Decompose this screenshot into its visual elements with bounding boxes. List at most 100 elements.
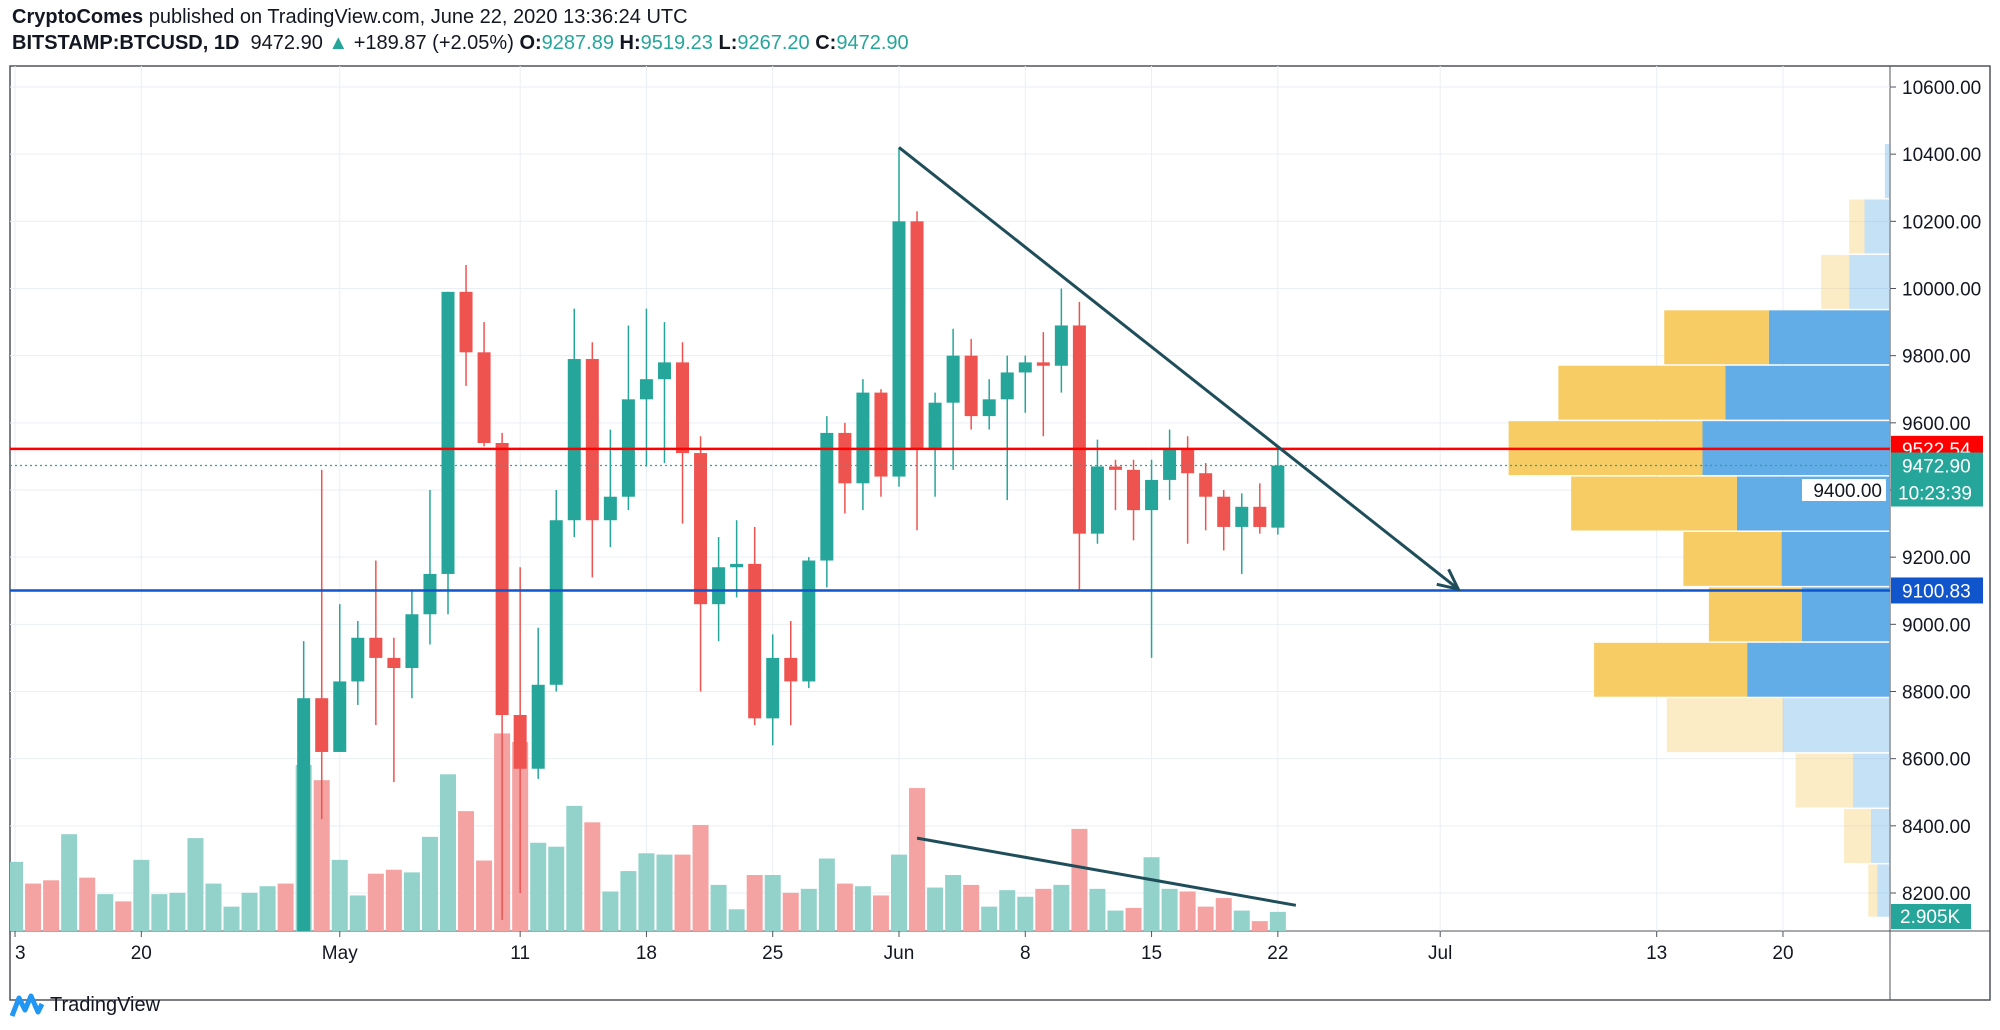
volume-bar xyxy=(349,895,366,931)
symbol[interactable]: BITSTAMP:BTCUSD, 1D xyxy=(12,32,240,54)
volume-bar xyxy=(927,887,944,931)
volume-bar xyxy=(746,875,763,931)
close-label: C: xyxy=(815,32,837,54)
candle-body xyxy=(315,698,329,752)
volume-bar xyxy=(259,886,276,931)
candle-body xyxy=(351,637,365,682)
time-tick-label: 22 xyxy=(1267,943,1288,964)
candle-body xyxy=(784,657,798,682)
publish-info: CryptoComes published on TradingView.com… xyxy=(12,6,688,29)
candle-body xyxy=(1036,362,1050,366)
price-tick-label: 9400.00 xyxy=(1813,481,1882,502)
last-volume-badge xyxy=(1891,904,1971,929)
volume-bar xyxy=(97,894,114,931)
volume-bar xyxy=(999,890,1016,931)
time-tick-label: 25 xyxy=(762,943,783,964)
candle-body xyxy=(1271,465,1285,528)
volume-bar xyxy=(945,875,962,931)
volume-profile-up-bar xyxy=(1877,864,1890,917)
plot-pane[interactable] xyxy=(7,144,1890,1030)
price-change: +189.87 (+2.05%) xyxy=(353,32,514,54)
candle-body xyxy=(856,392,870,484)
time-tick-label: Jun xyxy=(884,943,915,964)
volume-bar xyxy=(133,859,150,931)
volume-bar xyxy=(1035,888,1052,931)
close-value: 9472.90 xyxy=(836,32,909,54)
volume-bar xyxy=(782,892,799,931)
volume-profile-up-bar xyxy=(1781,531,1890,586)
volume-profile-up-bar xyxy=(1870,809,1890,863)
support-price-label: 9100.83 xyxy=(1902,581,1971,602)
volume-bar xyxy=(187,838,204,931)
volume-bar xyxy=(818,858,835,931)
volume-bar xyxy=(277,883,294,931)
volume-profile-down-bar xyxy=(1664,310,1769,365)
candle-body xyxy=(549,520,563,685)
candle-body xyxy=(513,715,527,769)
volume-bar xyxy=(530,842,547,931)
time-tick-label: 13 xyxy=(1646,943,1667,964)
volume-profile-down-bar xyxy=(1849,199,1865,254)
volume-bar xyxy=(205,883,222,931)
candle-body xyxy=(676,362,690,454)
last-price: 9472.90 xyxy=(250,32,323,54)
volume-profile-down-bar xyxy=(1594,642,1748,697)
volume-bar xyxy=(548,846,565,931)
chart-frame xyxy=(9,65,1991,1001)
volume-profile-up-bar xyxy=(1801,587,1890,642)
support-price-badge xyxy=(1891,577,1983,604)
high-value: 9519.23 xyxy=(640,32,713,54)
volume-bar xyxy=(1143,857,1160,931)
low-value: 9267.20 xyxy=(737,32,810,54)
candle-body xyxy=(820,432,834,561)
time-tick-label: 8 xyxy=(1020,943,1031,964)
volume-profile-down-bar xyxy=(1683,531,1782,586)
volume-bar xyxy=(421,836,438,931)
volume-bar xyxy=(151,894,168,931)
tradingview-logo[interactable]: TradingView xyxy=(10,992,160,1018)
volume-bar xyxy=(566,805,583,931)
price-tick-label: 9800.00 xyxy=(1902,347,1971,368)
volume-profile-up-bar xyxy=(1849,254,1890,309)
volume-bar xyxy=(602,891,619,931)
candle-body xyxy=(892,221,906,477)
volume-bar xyxy=(909,788,926,931)
price-tick-label: 8600.00 xyxy=(1902,750,1971,771)
last-price-label: 9472.90 xyxy=(1902,457,1971,478)
author[interactable]: CryptoComes xyxy=(12,6,144,28)
volume-bar xyxy=(1215,898,1232,931)
time-tick-label: 15 xyxy=(1141,943,1162,964)
up-triangle-icon: ▲ xyxy=(328,32,349,54)
volume-bar xyxy=(710,884,727,931)
time-tick-label: 18 xyxy=(636,943,657,964)
candle-body xyxy=(1253,506,1267,527)
logo-text: TradingView xyxy=(50,993,161,1016)
open-value: 9287.89 xyxy=(541,32,614,54)
legend-ohlc: BITSTAMP:BTCUSD, 1D 9472.90 ▲ +189.87 (+… xyxy=(12,32,909,55)
volume-bar xyxy=(10,861,24,931)
volume-bar xyxy=(891,854,907,931)
candle-body xyxy=(531,684,545,769)
volume-profile-down-bar xyxy=(1821,254,1850,309)
price-tick-label: 9000.00 xyxy=(1902,615,1971,636)
price-trendline xyxy=(898,146,1460,591)
volume-bar xyxy=(43,880,60,931)
volume-bar xyxy=(656,854,673,931)
volume-bar xyxy=(79,877,96,931)
candle-body xyxy=(495,442,509,716)
candle-body xyxy=(1145,479,1159,511)
candle-body xyxy=(333,681,347,752)
candle-body xyxy=(297,698,311,931)
volume-bar xyxy=(458,811,475,931)
volume-bar xyxy=(1197,906,1214,931)
time-tick-label: 11 xyxy=(510,943,530,964)
time-tick-label: May xyxy=(322,943,358,964)
candle-body xyxy=(603,496,617,521)
volume-bar xyxy=(674,854,691,931)
candle-body xyxy=(441,291,455,574)
candle-body xyxy=(657,362,671,380)
volume-bar xyxy=(728,909,745,931)
volume-bar xyxy=(1269,911,1286,931)
candle-body xyxy=(910,221,924,450)
